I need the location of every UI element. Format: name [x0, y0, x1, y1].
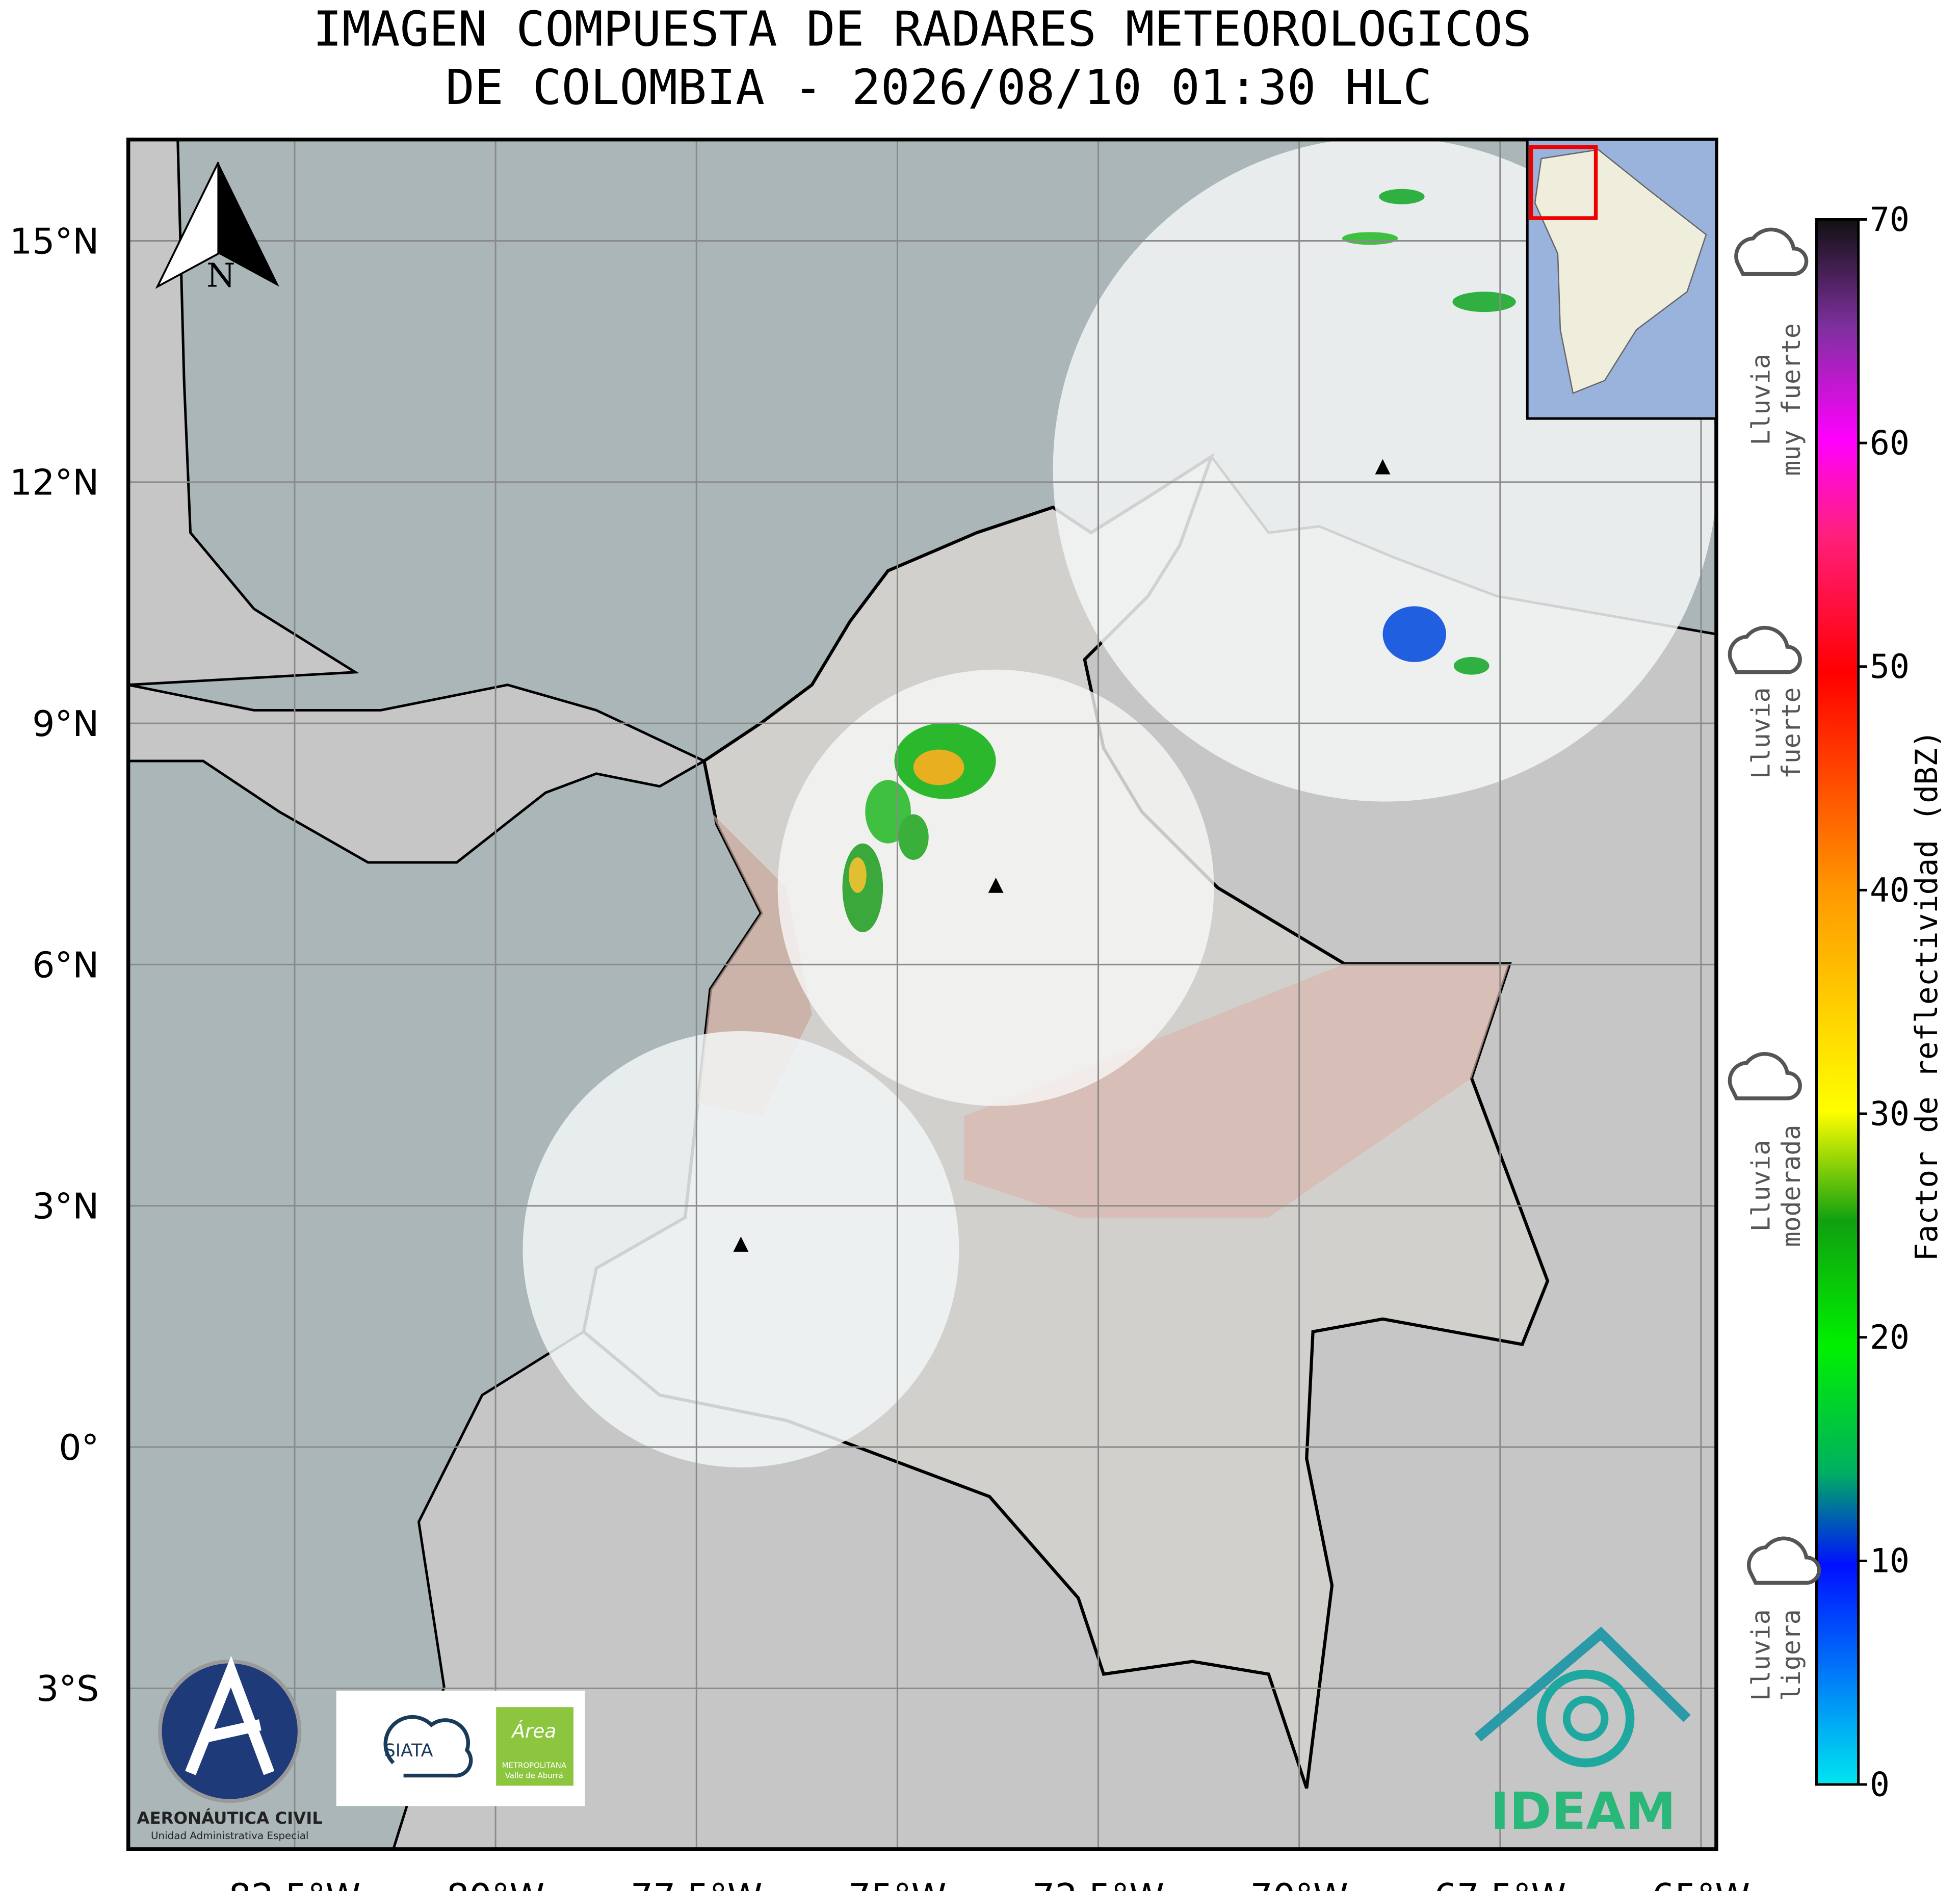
lon-tick-label: 67.5°W — [1434, 1876, 1566, 1891]
lat-tick-label: 15°N — [10, 221, 99, 262]
lon-tick-label: 70°W — [1250, 1876, 1348, 1891]
radar-echoes — [842, 189, 1516, 932]
orinoquia-region — [964, 964, 1510, 1218]
rain-level-label: Lluvia — [1746, 687, 1775, 779]
colorbar — [1815, 218, 1860, 1786]
colorbar-tick-label: 0 — [1870, 1766, 1890, 1804]
rain-level-label: moderada — [1776, 1125, 1806, 1247]
lon-tick-label: 77.5°W — [631, 1876, 763, 1891]
lon-tick-label: 75°W — [848, 1876, 946, 1891]
area-line: METROPOLITANA — [502, 1761, 567, 1770]
aerocivil-logo: AERONÁUTICA CIVIL Unidad Administrativa … — [137, 1656, 323, 1842]
area-title: Área — [511, 1720, 557, 1742]
colorbar-tick-label: 10 — [1870, 1542, 1910, 1581]
ideam-text: IDEAM — [1491, 1782, 1676, 1841]
map-body — [128, 139, 1716, 1849]
panama — [128, 684, 707, 864]
siata-text: SIATA — [384, 1741, 433, 1761]
north-label: N — [206, 256, 236, 295]
lon-tick-label: 80°W — [447, 1876, 544, 1891]
lat-tick-label: 3°S — [36, 1668, 99, 1710]
central-america — [128, 139, 360, 687]
lat-tick-label: 6°N — [32, 944, 99, 986]
colorbar-tick-label: 50 — [1870, 648, 1910, 686]
rain-level-label: Lluvia — [1746, 354, 1775, 445]
lat-tick-label: 3°N — [32, 1186, 99, 1227]
inset-map — [1526, 138, 1718, 420]
lon-tick-label: 82.5°W — [229, 1876, 361, 1891]
lat-tick-label: 9°N — [32, 703, 99, 745]
aerocivil-name: AERONÁUTICA CIVIL — [137, 1808, 323, 1828]
rain-level-label: Lluvia — [1746, 1140, 1775, 1232]
lon-tick-label: 72.5°W — [1032, 1876, 1164, 1891]
colorbar-label: Factor de reflectividad (dBZ) — [1910, 730, 1945, 1261]
title-line-2: DE COLOMBIA - 2026/08/10 01:30 HLC — [446, 60, 1432, 116]
title-line-1: IMAGEN COMPUESTA DE RADARES METEOROLOGIC… — [313, 2, 1532, 58]
lon-tick-label: 65°W — [1652, 1876, 1750, 1891]
siata-area-logos: SIATA Área METROPOLITANA Valle de Aburrá — [336, 1690, 585, 1806]
rain-level-label: muy fuerte — [1776, 323, 1806, 476]
rain-level-label: Lluvia — [1746, 1609, 1775, 1701]
map-frame — [126, 137, 1718, 1851]
area-line: Valle de Aburrá — [505, 1771, 563, 1780]
lat-tick-label: 12°N — [10, 462, 99, 504]
colorbar-tick-label: 20 — [1870, 1319, 1910, 1357]
rain-level-label: ligera — [1776, 1609, 1806, 1701]
ideam-logo: IDEAM — [1474, 1626, 1691, 1841]
colorbar-tick-label: 40 — [1870, 872, 1910, 910]
aerocivil-subtitle: Unidad Administrativa Especial — [151, 1830, 308, 1842]
colorbar-tick-label: 70 — [1870, 201, 1910, 239]
rain-level-label: fuerte — [1776, 687, 1806, 779]
colorbar-tick-label: 60 — [1870, 425, 1910, 463]
colorbar-tick-label: 30 — [1870, 1095, 1910, 1133]
graticule — [128, 139, 1716, 1849]
lat-tick-label: 0° — [59, 1427, 99, 1468]
